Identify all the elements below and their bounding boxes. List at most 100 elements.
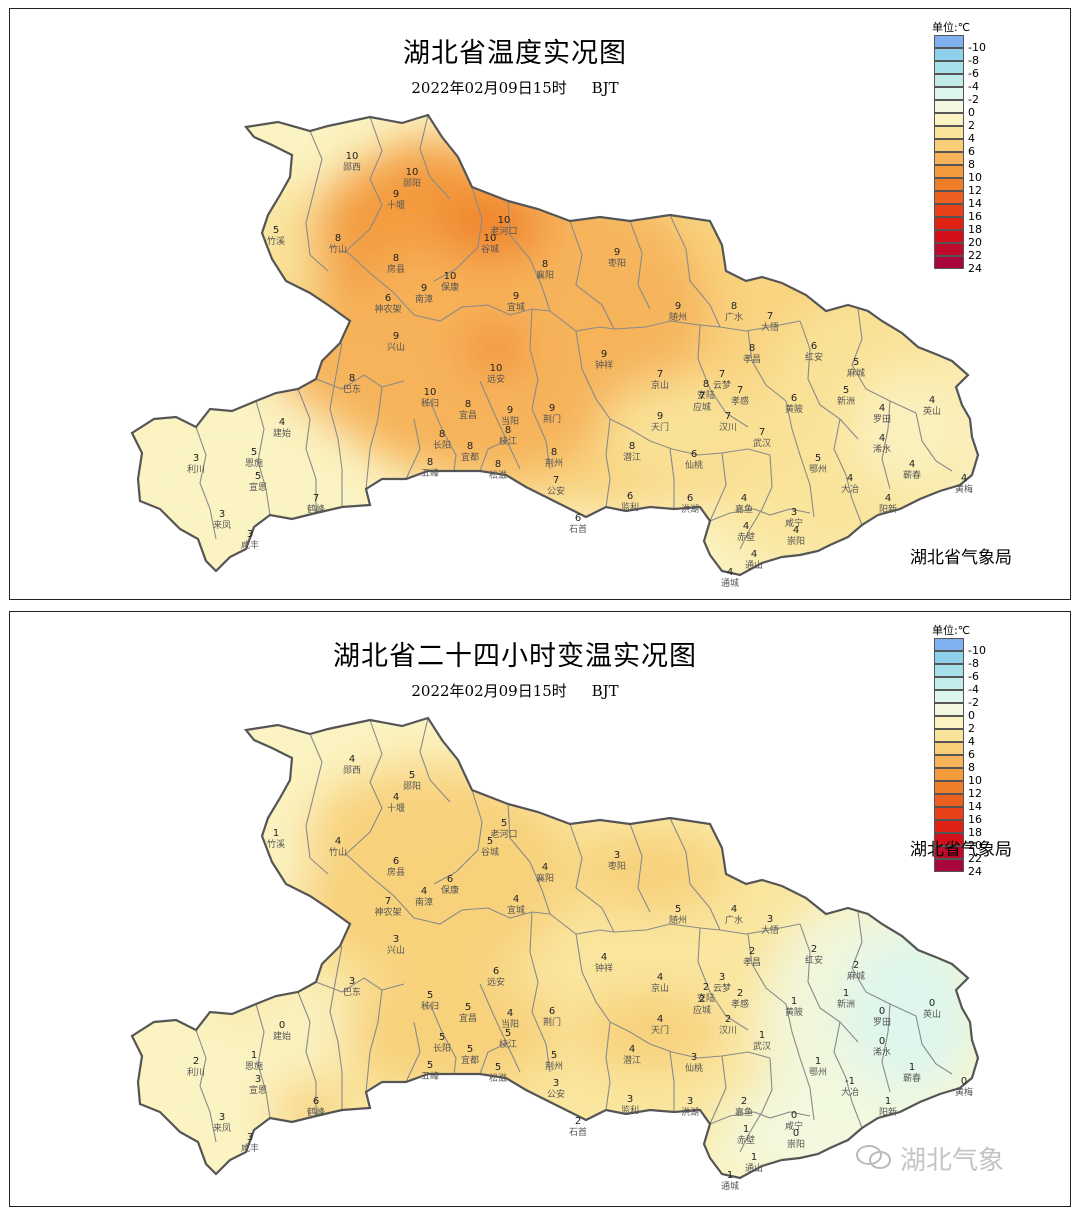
station-name: 远安 (487, 373, 505, 385)
legend-swatch (934, 703, 964, 716)
station-value: 10 (498, 215, 511, 226)
legend-swatch (934, 859, 964, 872)
county-border (851, 911, 917, 1017)
station-value: 4 (741, 493, 747, 504)
station-name: 松滋 (489, 1072, 507, 1084)
station-value: 9 (421, 283, 427, 294)
station-name: 房县 (387, 866, 405, 878)
county-border (709, 508, 811, 522)
station-name: 阳新 (879, 1106, 897, 1118)
station-name: 五峰 (421, 468, 439, 479)
station-value: 6 (313, 1096, 319, 1107)
station-value: 8 (703, 379, 709, 390)
station-name: 秭归 (421, 1000, 439, 1012)
station-name: 罗田 (873, 1017, 891, 1028)
county-border (429, 400, 457, 472)
county-border (669, 448, 675, 509)
county-border (479, 380, 521, 470)
station-value: 7 (553, 475, 559, 486)
county-border (529, 911, 551, 1073)
station-name: 枣阳 (608, 258, 626, 269)
station-name: 枝江 (499, 435, 517, 447)
county-border (297, 991, 317, 1116)
county-border (315, 977, 405, 993)
station-name: 谷城 (481, 847, 499, 858)
station-value: 7 (657, 369, 663, 380)
county-border (433, 789, 483, 885)
station-value: 4 (743, 521, 749, 532)
station-value: 6 (575, 513, 581, 524)
station-value: 5 (675, 904, 681, 915)
station-name: 监利 (621, 501, 639, 513)
station-value: 10 (444, 271, 457, 282)
station-value: 5 (467, 1044, 473, 1055)
station-value: 9 (657, 411, 663, 422)
station-name: 鄂州 (809, 1067, 827, 1078)
station-name: 嘉鱼 (735, 503, 753, 515)
station-name: 竹山 (329, 243, 347, 255)
station-name: 孝感 (731, 998, 749, 1010)
station-name: 钟祥 (595, 359, 613, 371)
county-border (479, 438, 511, 472)
map-date: 2022年02月09日15时 (411, 682, 567, 700)
station-name: 宣恩 (249, 1084, 267, 1096)
county-border (575, 933, 651, 1045)
station-name: 老河口 (490, 828, 517, 840)
legend-swatch (934, 35, 964, 48)
station-value: 9 (549, 403, 555, 414)
station-value: 3 (614, 850, 620, 861)
station-name: 南漳 (415, 293, 433, 305)
station-value: 5 (551, 1050, 557, 1061)
station-value: 4 (513, 894, 519, 905)
station-name: 洪湖 (681, 1106, 699, 1118)
station-value: 8 (427, 457, 433, 468)
temperature-zone (440, 199, 540, 259)
county-borders (195, 717, 953, 1153)
legend-label: -8 (968, 54, 979, 67)
county-border (297, 388, 317, 513)
station-value: 9 (513, 291, 519, 302)
station-name: 十堰 (387, 802, 405, 814)
temperature-zone (340, 972, 560, 1092)
station-name: 利川 (187, 1066, 205, 1078)
station-value: 5 (815, 453, 821, 464)
legend-swatch (934, 113, 964, 126)
station-value: 3 (247, 1132, 253, 1143)
county-border (419, 717, 451, 803)
map-title: 湖北省二十四小时变温实况图 (333, 641, 697, 672)
station-value: 5 (409, 770, 415, 781)
station-value: 5 (853, 357, 859, 368)
station-name: 竹溪 (267, 235, 285, 247)
station-value: 7 (737, 385, 743, 396)
station-name: 汉川 (719, 422, 737, 433)
station-name: 仙桃 (685, 1062, 703, 1074)
station-value: 4 (727, 567, 733, 578)
county-border (305, 733, 329, 875)
station-name: 钟祥 (595, 962, 613, 974)
station-value: 1 (743, 1124, 749, 1135)
county-border (915, 412, 953, 472)
temperature-zone (290, 762, 570, 982)
station-name: 天门 (651, 1024, 669, 1036)
station-value: 7 (767, 311, 773, 322)
legend-label: 8 (968, 761, 975, 774)
map-timestamp: 2022年02月09日15时 BJT (10, 77, 1020, 98)
station-value: 4 (393, 792, 399, 803)
station-name: 京山 (651, 982, 669, 994)
county-border (195, 426, 217, 540)
station-value: 1 (885, 1096, 891, 1107)
county-border (799, 923, 859, 1043)
station-value: 5 (487, 836, 493, 847)
station-name: 竹溪 (267, 838, 285, 850)
station-name: 宜城 (507, 301, 525, 313)
station-name: 利川 (187, 463, 205, 475)
county-border (405, 418, 421, 480)
province-outline (130, 716, 980, 1180)
station-value: 6 (687, 493, 693, 504)
station-value: 3 (791, 507, 797, 518)
station-value: 8 (731, 301, 737, 312)
station-value: 6 (447, 874, 453, 885)
station-value: 6 (627, 491, 633, 502)
station-name: 巴东 (343, 986, 361, 998)
legend-label: 0 (968, 106, 975, 119)
